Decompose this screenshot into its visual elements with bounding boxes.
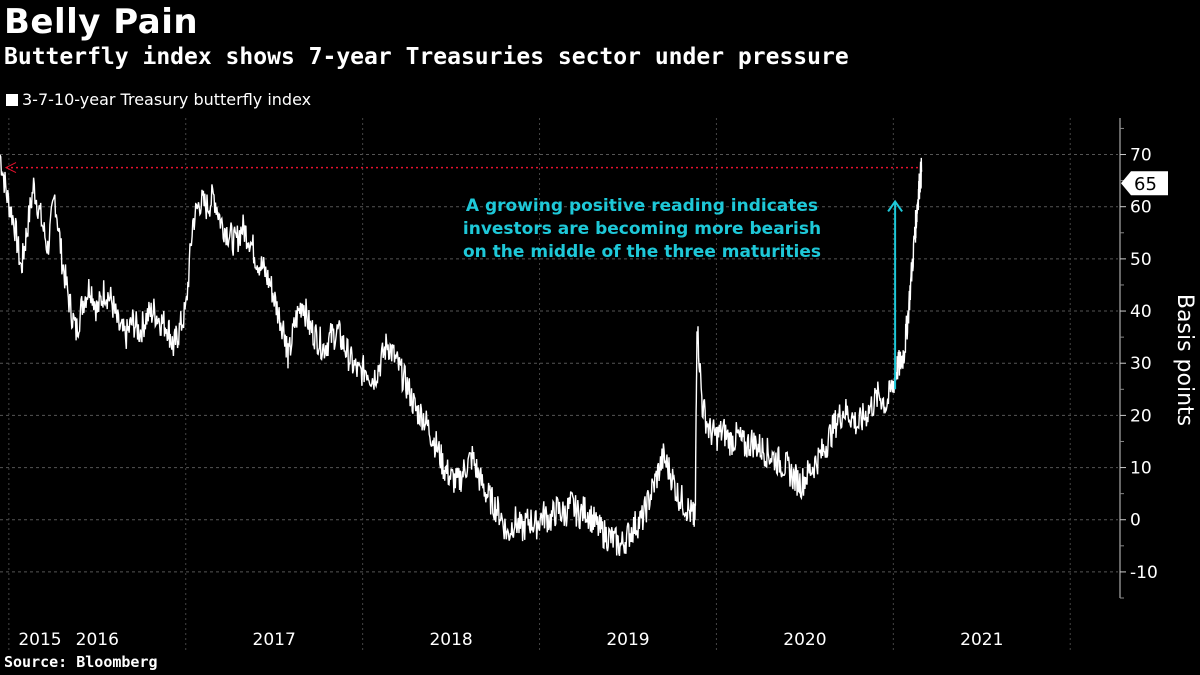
legend-label: 3-7-10-year Treasury butterfly index <box>22 90 312 109</box>
y-tick-label-60: 60 <box>1130 198 1152 218</box>
legend-swatch <box>6 93 18 106</box>
annotation-line-1: A growing positive reading indicates <box>466 196 818 216</box>
last-value-box <box>1121 171 1168 196</box>
legend: 3-7-10-year Treasury butterfly index <box>6 90 311 109</box>
x-label-2018: 2018 <box>429 630 472 650</box>
x-axis-year-labels: 2015 2016 2017 2018 2019 2020 2021 <box>18 630 1003 650</box>
reference-arrowhead <box>4 162 17 174</box>
x-label-2020: 2020 <box>783 630 826 650</box>
chart-title: Belly Pain <box>4 2 199 42</box>
y-tick-label-70: 70 <box>1130 146 1152 166</box>
x-label-2017: 2017 <box>253 630 296 650</box>
annotation-line-2: investors are becoming more bearish <box>463 219 821 239</box>
last-value-label: 65 <box>1121 171 1168 196</box>
x-label-2021: 2021 <box>960 630 1003 650</box>
gridlines <box>0 154 1118 573</box>
series-line-butterfly-index <box>0 154 923 556</box>
y-tick-label-20: 20 <box>1130 406 1152 426</box>
y-tick-label-50: 50 <box>1130 250 1152 270</box>
y-tick-label-40: 40 <box>1130 302 1152 322</box>
x-label-2019: 2019 <box>606 630 649 650</box>
y-tick-label-0: 0 <box>1130 511 1141 531</box>
source-note: Source: Bloomberg <box>4 653 158 671</box>
y-tick-label--10: -10 <box>1130 563 1158 583</box>
annotation-arrowhead <box>887 199 903 213</box>
y-axis-label: Basis points <box>1172 294 1197 426</box>
x-label-2015: 2015 <box>18 630 61 650</box>
y-tick-label-10: 10 <box>1130 459 1152 479</box>
y-tick-label-30: 30 <box>1130 354 1152 374</box>
annotation: A growing positive reading indicates inve… <box>463 196 821 262</box>
annotation-line-3: on the middle of the three maturities <box>463 242 821 262</box>
y-axis-ticks: 70 60 50 40 30 20 10 0 -10 <box>1120 127 1158 599</box>
x-label-2016: 2016 <box>76 630 119 650</box>
chart-subtitle: Butterfly index shows 7-year Treasuries … <box>4 44 849 70</box>
last-value-text: 65 <box>1134 174 1157 195</box>
